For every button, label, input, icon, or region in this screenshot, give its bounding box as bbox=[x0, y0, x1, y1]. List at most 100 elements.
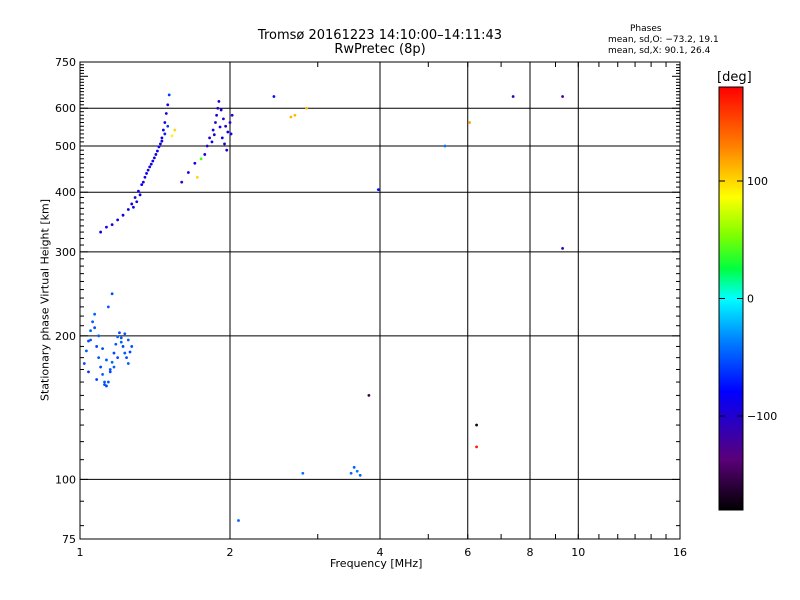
chart-title-line-2: RwPretec (8p) bbox=[334, 42, 426, 57]
data-point bbox=[167, 93, 171, 97]
data-point bbox=[195, 175, 199, 179]
data-point bbox=[130, 202, 134, 206]
y-tick-label: 600 bbox=[55, 102, 76, 115]
data-point bbox=[217, 100, 221, 103]
phases-o-stats: mean, sd,O: −73.2, 19.1 bbox=[608, 35, 719, 45]
x-axis-label: Frequency [MHz] bbox=[330, 557, 423, 570]
data-point bbox=[84, 349, 88, 353]
data-point bbox=[126, 362, 130, 365]
data-point bbox=[156, 149, 159, 153]
data-point bbox=[215, 113, 219, 117]
data-point bbox=[146, 168, 150, 172]
phases-x-stats: mean, sd,X: 90.1, 26.4 bbox=[608, 46, 711, 56]
data-point bbox=[166, 103, 170, 107]
data-point bbox=[289, 115, 293, 119]
data-point bbox=[226, 130, 230, 134]
data-point bbox=[163, 132, 167, 136]
data-point bbox=[91, 320, 95, 324]
data-point bbox=[205, 144, 209, 148]
data-point bbox=[149, 162, 153, 166]
data-point bbox=[223, 142, 226, 146]
data-point bbox=[475, 445, 478, 449]
data-point bbox=[216, 106, 220, 110]
data-point bbox=[219, 108, 223, 112]
x-tick-label: 6 bbox=[464, 546, 471, 559]
data-point bbox=[112, 351, 116, 355]
data-point bbox=[212, 133, 216, 137]
y-tick-label: 75 bbox=[62, 533, 76, 546]
colorbar-tick-label: −100 bbox=[747, 410, 777, 423]
data-point bbox=[119, 336, 123, 340]
data-point bbox=[376, 188, 380, 192]
data-point bbox=[103, 383, 106, 387]
data-point bbox=[293, 113, 297, 117]
data-point bbox=[116, 335, 120, 339]
data-point bbox=[118, 331, 121, 335]
data-point bbox=[108, 370, 112, 374]
data-point bbox=[106, 380, 110, 384]
y-tick-label: 500 bbox=[55, 140, 76, 153]
data-point bbox=[140, 183, 144, 186]
data-point bbox=[101, 373, 104, 376]
data-point bbox=[161, 128, 165, 132]
data-point bbox=[103, 380, 106, 384]
data-point bbox=[123, 351, 127, 355]
x-tick-label: 4 bbox=[377, 546, 384, 559]
y-tick-label: 300 bbox=[55, 246, 76, 259]
colorbar-ticks: 100 0 −100 bbox=[719, 175, 777, 423]
data-point bbox=[160, 139, 164, 143]
data-point bbox=[123, 332, 127, 336]
data-point bbox=[157, 145, 161, 149]
data-point bbox=[218, 125, 222, 129]
data-point bbox=[166, 124, 170, 128]
data-point bbox=[163, 121, 167, 124]
data-point bbox=[193, 161, 197, 165]
data-point bbox=[116, 218, 120, 222]
data-point bbox=[135, 200, 139, 204]
data-point bbox=[230, 113, 234, 117]
data-point bbox=[137, 189, 140, 193]
data-point bbox=[224, 124, 228, 128]
data-point bbox=[222, 117, 225, 121]
x-tick-label: 8 bbox=[527, 546, 534, 559]
colorbar-tick-label: 100 bbox=[747, 175, 768, 188]
phases-heading: Phases bbox=[630, 24, 662, 34]
data-point bbox=[125, 356, 128, 360]
data-point bbox=[475, 423, 478, 427]
data-point bbox=[95, 378, 99, 381]
data-point bbox=[301, 471, 305, 475]
data-point bbox=[208, 136, 211, 140]
x-tick-label: 2 bbox=[227, 546, 234, 559]
data-point bbox=[126, 338, 130, 342]
data-point bbox=[87, 339, 90, 343]
data-point bbox=[160, 136, 164, 140]
y-tick-label: 200 bbox=[55, 330, 76, 343]
data-point bbox=[82, 362, 86, 365]
data-point bbox=[110, 223, 114, 227]
colorbar-label: [deg] bbox=[717, 70, 752, 85]
data-point bbox=[105, 358, 108, 362]
data-point bbox=[116, 356, 120, 360]
data-point bbox=[180, 180, 184, 184]
data-point bbox=[443, 144, 447, 148]
data-point bbox=[511, 95, 515, 98]
plot-frame bbox=[79, 61, 681, 540]
data-point bbox=[468, 121, 471, 124]
data-point bbox=[561, 95, 564, 98]
chart-title-line-1: Tromsø 20161223 14:10:00–14:11:43 bbox=[257, 28, 503, 43]
data-point bbox=[145, 172, 148, 175]
data-point bbox=[97, 334, 101, 338]
data-point bbox=[110, 292, 114, 296]
y-tick-label: 750 bbox=[55, 56, 76, 69]
x-tick-label: 16 bbox=[673, 546, 687, 559]
data-point bbox=[99, 230, 103, 234]
data-point bbox=[229, 132, 233, 136]
data-point bbox=[152, 156, 156, 160]
y-tick-label: 400 bbox=[55, 186, 76, 199]
data-point bbox=[133, 196, 137, 199]
data-point bbox=[99, 365, 103, 369]
data-point bbox=[228, 121, 232, 124]
colorbar-tick-label: 0 bbox=[747, 293, 754, 306]
data-point bbox=[143, 175, 147, 179]
